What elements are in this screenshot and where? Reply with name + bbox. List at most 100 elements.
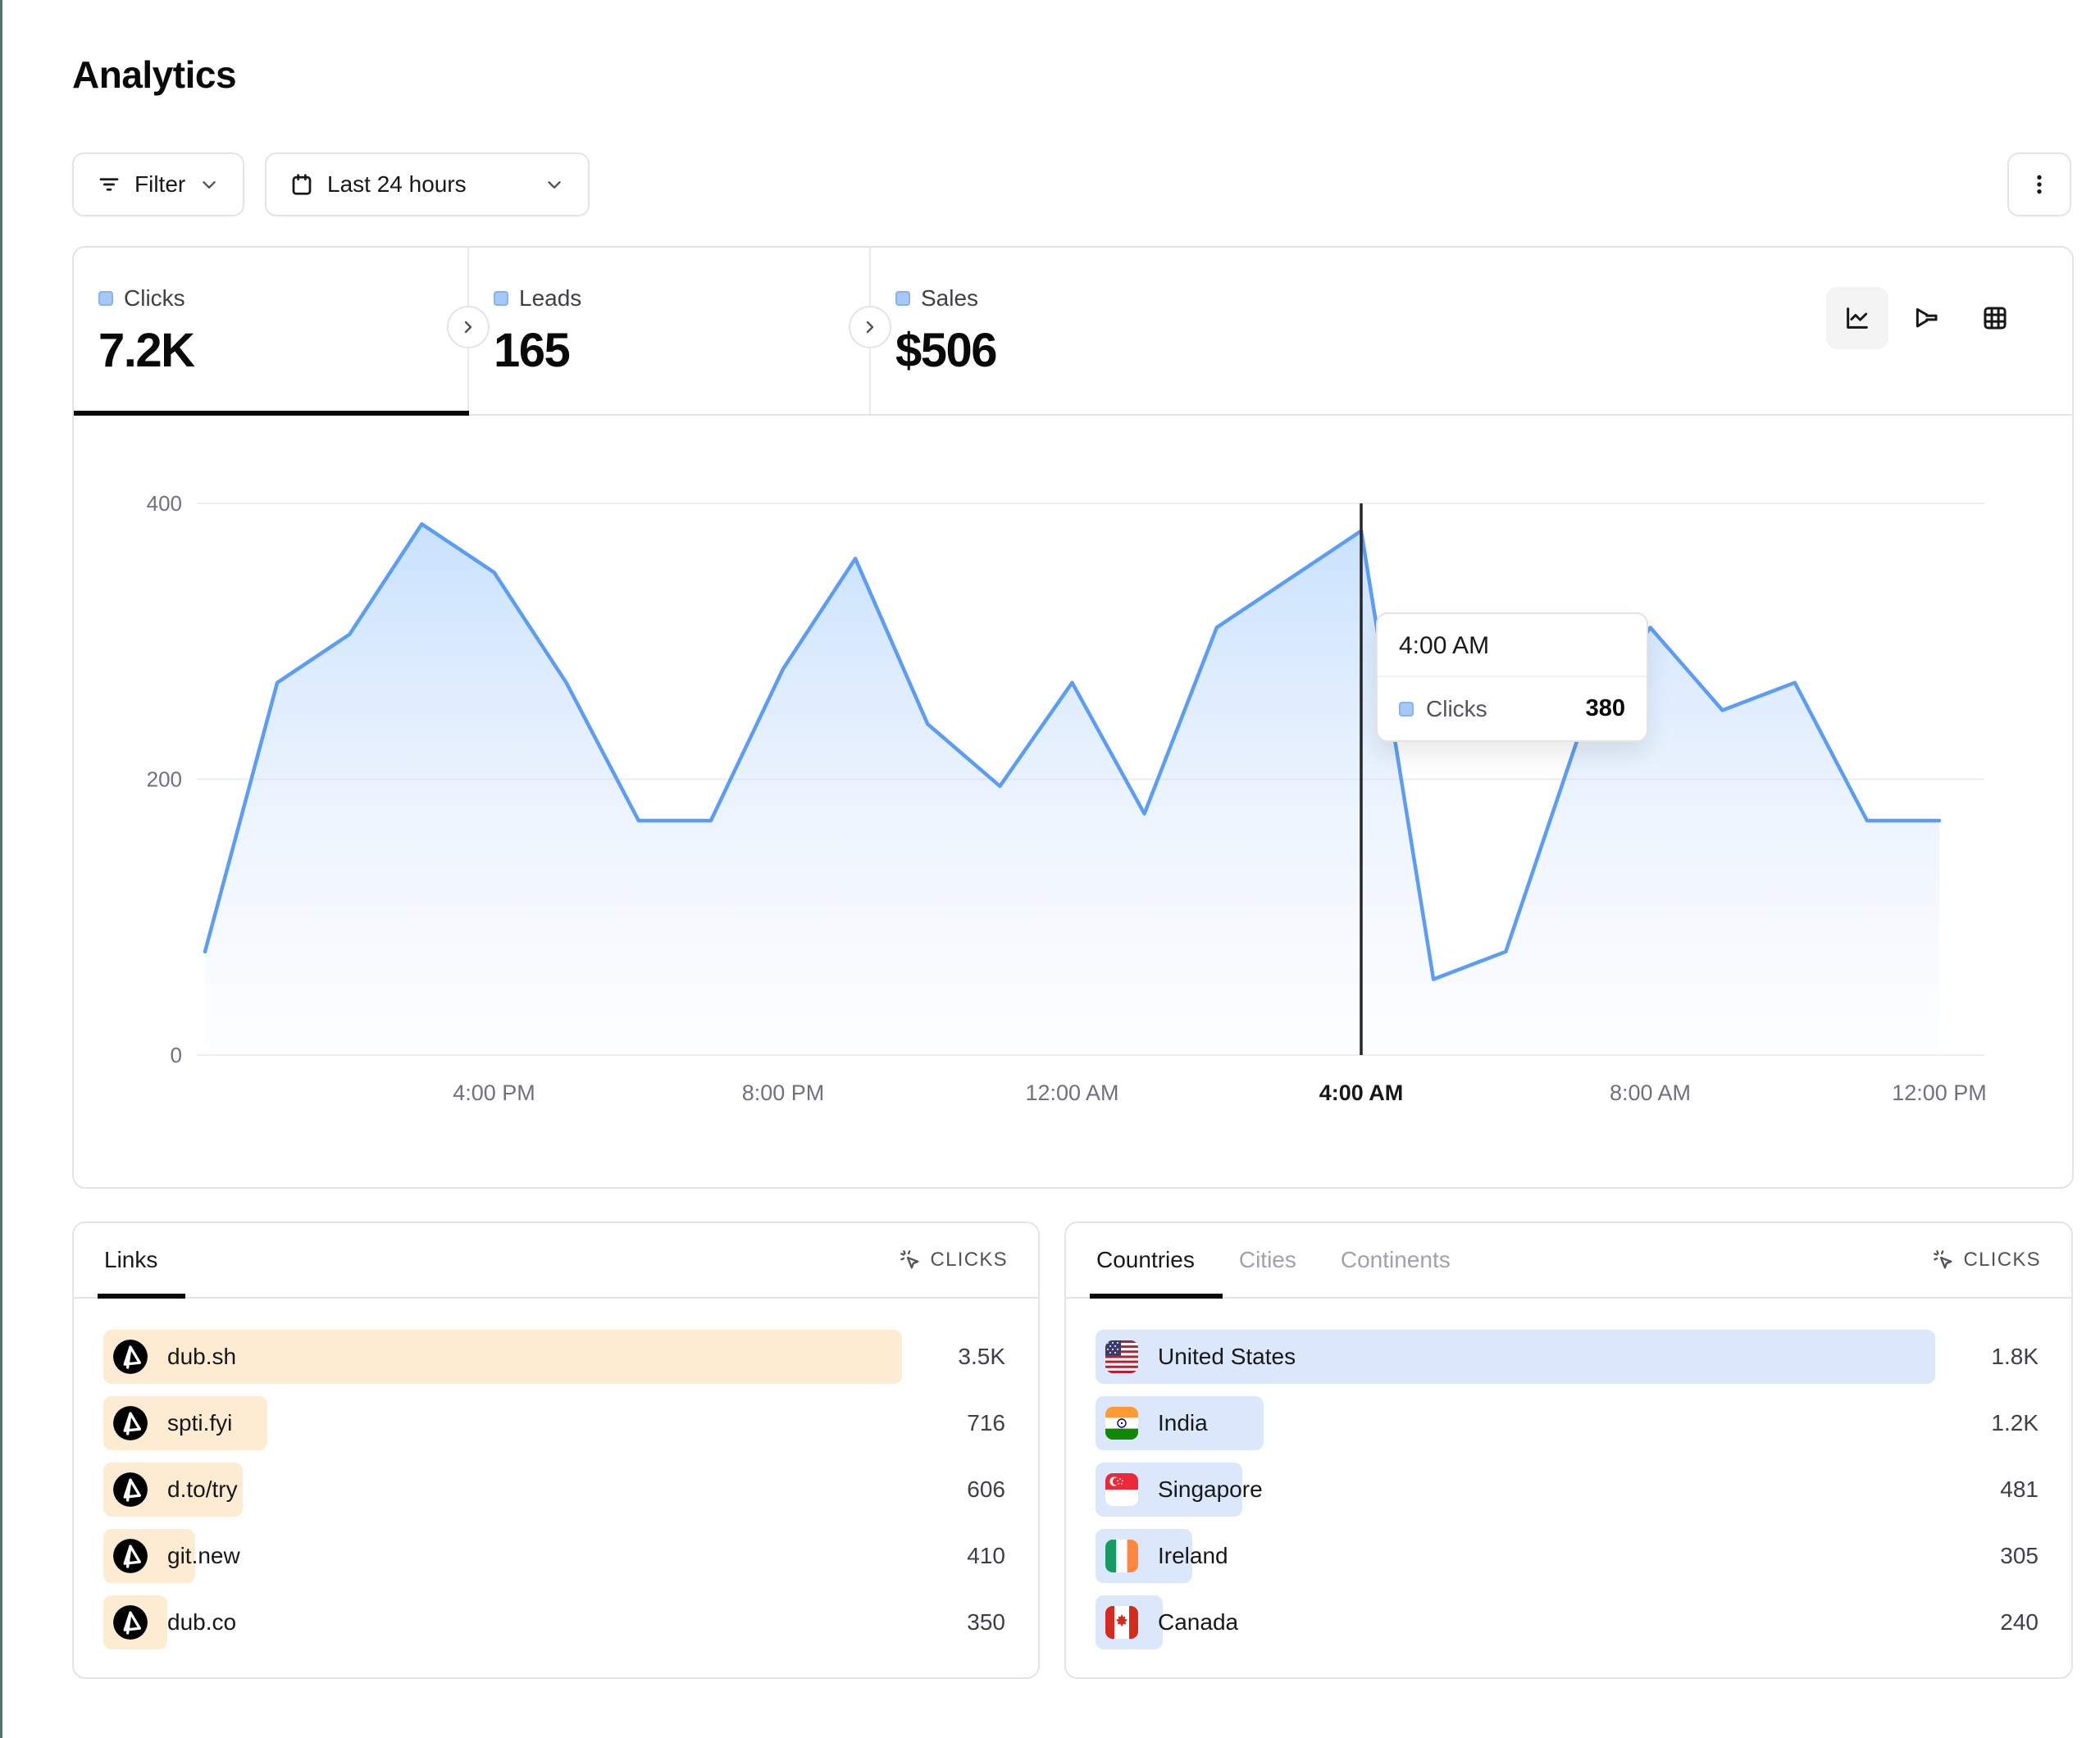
chart-tooltip: 4:00 AM Clicks 380 [1376,612,1648,742]
row-label: Canada [1158,1609,1239,1635]
dub-logo-icon [113,1340,148,1374]
row-label: India [1158,1410,1208,1435]
clicks-series-area [205,524,1939,1055]
tab-links[interactable]: Links [97,1223,186,1299]
row-value: 606 [967,1476,1005,1502]
tab-sales[interactable]: Sales $506 [871,248,1215,414]
line-chart-view-button[interactable] [1826,287,1888,349]
row-label: United States [1158,1344,1296,1369]
x-axis-tick: 12:00 PM [1892,1081,1987,1105]
expand-sales-button[interactable] [849,306,891,348]
row-value: 3.5K [958,1344,1005,1369]
clicks-chart: 0 200 400 4:00 PM 8:00 PM 12:00 AM 4:00 AM 8:00… [74,416,2072,1187]
leads-tab-label: Leads [519,285,582,311]
dub-logo-icon [113,1539,148,1573]
flag-united-states-icon [1105,1340,1138,1373]
tooltip-value: 380 [1585,695,1625,721]
filter-button[interactable]: Filter [72,152,245,216]
cursor-click-icon [899,1249,922,1272]
link-row[interactable]: git.new 410 [103,1529,1009,1583]
tab-leads[interactable]: Leads 165 [469,248,869,414]
link-row[interactable]: spti.fyi 716 [103,1396,1009,1450]
dub-logo-icon [113,1406,148,1440]
row-label: dub.sh [167,1344,237,1369]
value-bar [1096,1330,1935,1384]
filter-icon [97,172,121,197]
leads-legend-swatch [494,291,508,306]
tab-countries[interactable]: Countries [1090,1223,1223,1299]
links-list: dub.sh 3.5K spti.fyi 716 d.to/try 606 git.new 4… [74,1299,1038,1649]
country-row[interactable]: United States 1.8K [1096,1330,2042,1384]
date-range-label: Last 24 hours [327,171,467,197]
y-axis-tick: 400 [147,491,182,516]
table-view-button[interactable] [1964,287,2026,349]
clicks-area-chart[interactable]: 0 200 400 4:00 PM 8:00 PM 12:00 AM 4:00 AM 8:00… [74,416,2072,1187]
row-value: 305 [2000,1543,2039,1568]
row-label: d.to/try [167,1476,238,1502]
row-value: 240 [2000,1609,2039,1635]
tooltip-time: 4:00 AM [1378,614,1647,677]
flag-canada-icon [1105,1606,1138,1639]
geo-panel: Countries Cities Continents CLICKS Unite… [1064,1222,2073,1679]
links-metric-selector[interactable]: CLICKS [899,1249,1009,1272]
flag-india-icon [1105,1407,1138,1440]
row-label: spti.fyi [167,1410,233,1435]
flag-singapore-icon [1105,1473,1138,1506]
y-axis-tick: 200 [147,767,182,792]
tab-clicks[interactable]: Clicks 7.2K [74,248,467,414]
clicks-tab-value: 7.2K [98,324,195,377]
page-title: Analytics [72,53,237,96]
countries-list: United States 1.8K India 1.2K Singapore 481 Ir… [1066,1299,2071,1649]
x-axis-tick: 4:00 PM [453,1081,535,1105]
row-value: 1.8K [1991,1344,2039,1369]
link-row[interactable]: dub.sh 3.5K [103,1330,1009,1384]
clicks-series-line [203,521,1942,981]
tooltip-series-label: Clicks [1426,695,1487,721]
row-label: Singapore [1158,1476,1263,1502]
country-row[interactable]: Singapore 481 [1096,1463,2042,1517]
row-value: 716 [967,1410,1005,1435]
x-axis-tick: 8:00 PM [742,1081,825,1105]
sales-legend-swatch [895,291,910,306]
chevron-down-icon [198,174,220,195]
row-label: Ireland [1158,1543,1228,1568]
clicks-tab-label: Clicks [124,285,185,311]
links-panel: Links CLICKS dub.sh 3.5K spti.fyi 716 d.to/t… [72,1222,1040,1679]
chevron-down-icon [544,174,565,195]
dub-logo-icon [113,1472,148,1507]
row-value: 410 [967,1543,1005,1568]
expand-leads-button[interactable] [447,306,490,348]
sales-tab-value: $506 [895,324,998,377]
country-row[interactable]: India 1.2K [1096,1396,2042,1450]
x-axis-tick: 8:00 AM [1610,1081,1691,1105]
links-panel-header: Links CLICKS [74,1223,1038,1299]
geo-metric-label: CLICKS [1963,1249,2041,1271]
link-row[interactable]: dub.co 350 [103,1595,1009,1649]
links-metric-label: CLICKS [930,1249,1008,1271]
flag-ireland-icon [1105,1540,1138,1572]
country-row[interactable]: Ireland 305 [1096,1529,2042,1583]
analytics-card: Clicks 7.2K Leads 165 Sales $506 [72,246,2074,1189]
geo-metric-selector[interactable]: CLICKS [1932,1249,2042,1272]
leads-tab-value: 165 [494,324,571,377]
tab-continents[interactable]: Continents [1340,1247,1451,1272]
date-range-button[interactable]: Last 24 hours [265,152,590,216]
x-axis-tick: 4:00 AM [1319,1081,1404,1105]
row-value: 1.2K [1991,1410,2039,1435]
x-axis-tick: 12:00 AM [1025,1081,1118,1105]
clicks-legend-swatch [98,291,113,306]
tab-cities[interactable]: Cities [1238,1247,1296,1272]
calendar-icon [289,172,314,197]
link-row[interactable]: d.to/try 606 [103,1463,1009,1517]
y-axis-tick: 0 [171,1043,182,1067]
row-label: git.new [167,1543,240,1568]
value-bar [103,1330,902,1384]
dub-logo-icon [113,1605,148,1640]
country-row[interactable]: Canada 240 [1096,1595,2042,1649]
more-options-button[interactable] [2007,152,2071,216]
filter-button-label: Filter [134,171,186,197]
sales-tab-label: Sales [921,285,979,311]
kebab-menu-icon [2026,171,2052,198]
funnel-view-button[interactable] [1895,287,1957,349]
row-value: 481 [2000,1476,2039,1502]
